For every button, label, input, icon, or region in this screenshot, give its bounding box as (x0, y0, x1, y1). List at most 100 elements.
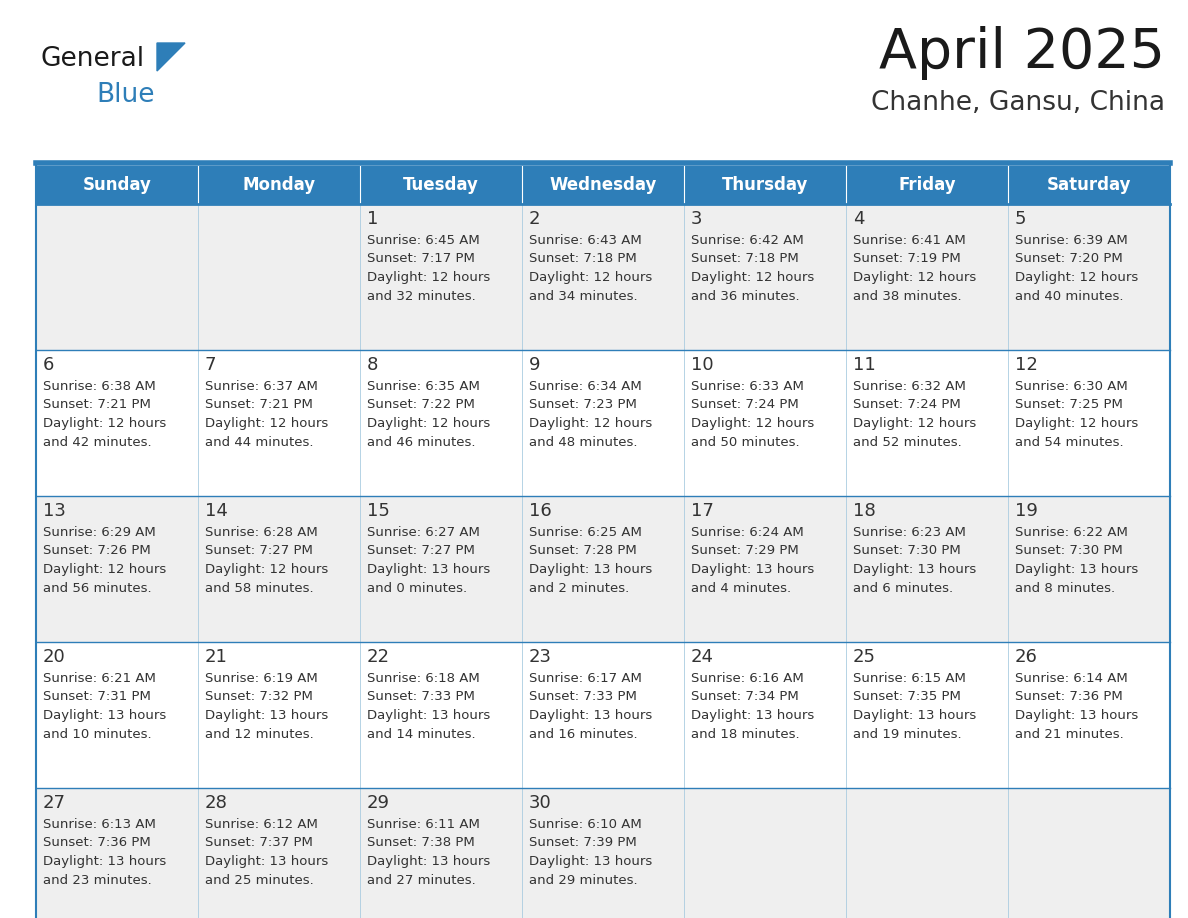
Text: Sunrise: 6:17 AM: Sunrise: 6:17 AM (529, 672, 642, 685)
Text: Sunset: 7:23 PM: Sunset: 7:23 PM (529, 398, 637, 411)
Text: Sunrise: 6:16 AM: Sunrise: 6:16 AM (691, 672, 804, 685)
Text: Blue: Blue (96, 82, 154, 108)
Text: Daylight: 13 hours: Daylight: 13 hours (43, 855, 166, 868)
Text: Chanhe, Gansu, China: Chanhe, Gansu, China (871, 90, 1165, 116)
Bar (522, 496, 684, 642)
Bar (198, 350, 360, 496)
Text: and 8 minutes.: and 8 minutes. (1015, 581, 1116, 595)
Text: 23: 23 (529, 648, 552, 666)
Text: Daylight: 12 hours: Daylight: 12 hours (853, 417, 977, 430)
Text: and 50 minutes.: and 50 minutes. (691, 435, 800, 449)
Text: Sunset: 7:26 PM: Sunset: 7:26 PM (43, 544, 151, 557)
Text: Daylight: 13 hours: Daylight: 13 hours (367, 855, 491, 868)
Bar (522, 350, 684, 496)
Text: Daylight: 12 hours: Daylight: 12 hours (1015, 271, 1138, 284)
Text: Daylight: 13 hours: Daylight: 13 hours (43, 709, 166, 722)
Text: Sunrise: 6:37 AM: Sunrise: 6:37 AM (206, 380, 318, 393)
Text: and 12 minutes.: and 12 minutes. (206, 727, 314, 741)
Text: Daylight: 13 hours: Daylight: 13 hours (853, 563, 977, 576)
Text: Sunset: 7:19 PM: Sunset: 7:19 PM (853, 252, 961, 265)
Text: 18: 18 (853, 502, 876, 520)
Text: April 2025: April 2025 (879, 26, 1165, 80)
Text: and 56 minutes.: and 56 minutes. (43, 581, 152, 595)
Bar (36, 788, 198, 918)
Text: 2: 2 (529, 210, 541, 228)
Bar (360, 350, 522, 496)
Text: Daylight: 12 hours: Daylight: 12 hours (367, 417, 491, 430)
Text: Daylight: 13 hours: Daylight: 13 hours (529, 709, 652, 722)
Text: 5: 5 (1015, 210, 1026, 228)
Text: Daylight: 12 hours: Daylight: 12 hours (691, 271, 814, 284)
Bar (846, 642, 1007, 788)
Text: Monday: Monday (242, 176, 316, 194)
Text: and 46 minutes.: and 46 minutes. (367, 435, 475, 449)
Text: Sunrise: 6:22 AM: Sunrise: 6:22 AM (1015, 526, 1127, 539)
Text: Sunrise: 6:15 AM: Sunrise: 6:15 AM (853, 672, 966, 685)
Text: 12: 12 (1015, 356, 1038, 374)
Text: 30: 30 (529, 794, 551, 812)
Text: Sunset: 7:34 PM: Sunset: 7:34 PM (691, 690, 798, 703)
Text: Sunset: 7:29 PM: Sunset: 7:29 PM (691, 544, 798, 557)
Text: and 54 minutes.: and 54 minutes. (1015, 435, 1124, 449)
Bar (198, 496, 360, 642)
Text: Sunset: 7:24 PM: Sunset: 7:24 PM (691, 398, 798, 411)
Text: Sunrise: 6:19 AM: Sunrise: 6:19 AM (206, 672, 317, 685)
Text: and 32 minutes.: and 32 minutes. (367, 289, 475, 303)
Text: 17: 17 (691, 502, 714, 520)
Bar (36, 204, 198, 350)
Text: and 16 minutes.: and 16 minutes. (529, 727, 638, 741)
Text: Daylight: 13 hours: Daylight: 13 hours (529, 855, 652, 868)
Bar (1007, 642, 1170, 788)
Bar (360, 204, 522, 350)
Text: Sunrise: 6:24 AM: Sunrise: 6:24 AM (691, 526, 804, 539)
Text: and 0 minutes.: and 0 minutes. (367, 581, 467, 595)
Text: and 48 minutes.: and 48 minutes. (529, 435, 638, 449)
Text: Sunset: 7:22 PM: Sunset: 7:22 PM (367, 398, 475, 411)
Text: Sunset: 7:21 PM: Sunset: 7:21 PM (43, 398, 151, 411)
Text: Sunrise: 6:21 AM: Sunrise: 6:21 AM (43, 672, 156, 685)
Text: 25: 25 (853, 648, 876, 666)
Text: 22: 22 (367, 648, 390, 666)
Bar (684, 496, 846, 642)
Text: Sunrise: 6:33 AM: Sunrise: 6:33 AM (691, 380, 804, 393)
Text: and 2 minutes.: and 2 minutes. (529, 581, 630, 595)
Text: Friday: Friday (898, 176, 956, 194)
Text: 21: 21 (206, 648, 228, 666)
Bar (522, 788, 684, 918)
Text: and 27 minutes.: and 27 minutes. (367, 874, 475, 887)
Text: Daylight: 13 hours: Daylight: 13 hours (1015, 563, 1138, 576)
Text: Sunset: 7:37 PM: Sunset: 7:37 PM (206, 836, 312, 849)
Text: Sunday: Sunday (82, 176, 151, 194)
Bar (1007, 496, 1170, 642)
Text: 28: 28 (206, 794, 228, 812)
Text: Sunset: 7:38 PM: Sunset: 7:38 PM (367, 836, 475, 849)
Text: 11: 11 (853, 356, 876, 374)
Text: and 21 minutes.: and 21 minutes. (1015, 727, 1124, 741)
Text: Daylight: 12 hours: Daylight: 12 hours (206, 417, 328, 430)
Bar (198, 642, 360, 788)
Text: 9: 9 (529, 356, 541, 374)
Bar (846, 166, 1007, 204)
Text: Daylight: 13 hours: Daylight: 13 hours (1015, 709, 1138, 722)
Bar (360, 788, 522, 918)
Text: and 42 minutes.: and 42 minutes. (43, 435, 152, 449)
Bar (684, 350, 846, 496)
Text: Daylight: 12 hours: Daylight: 12 hours (1015, 417, 1138, 430)
Text: Sunrise: 6:30 AM: Sunrise: 6:30 AM (1015, 380, 1127, 393)
Text: Sunrise: 6:34 AM: Sunrise: 6:34 AM (529, 380, 642, 393)
Text: and 52 minutes.: and 52 minutes. (853, 435, 962, 449)
Text: Sunrise: 6:43 AM: Sunrise: 6:43 AM (529, 234, 642, 247)
Text: Daylight: 12 hours: Daylight: 12 hours (691, 417, 814, 430)
Bar (684, 642, 846, 788)
Text: 8: 8 (367, 356, 378, 374)
Text: Daylight: 12 hours: Daylight: 12 hours (43, 563, 166, 576)
Text: 13: 13 (43, 502, 65, 520)
Text: Sunset: 7:30 PM: Sunset: 7:30 PM (853, 544, 961, 557)
Text: Daylight: 13 hours: Daylight: 13 hours (529, 563, 652, 576)
Bar (846, 204, 1007, 350)
Text: Sunrise: 6:38 AM: Sunrise: 6:38 AM (43, 380, 156, 393)
Bar (684, 166, 846, 204)
Bar (36, 496, 198, 642)
Text: Sunset: 7:31 PM: Sunset: 7:31 PM (43, 690, 151, 703)
Text: 15: 15 (367, 502, 390, 520)
